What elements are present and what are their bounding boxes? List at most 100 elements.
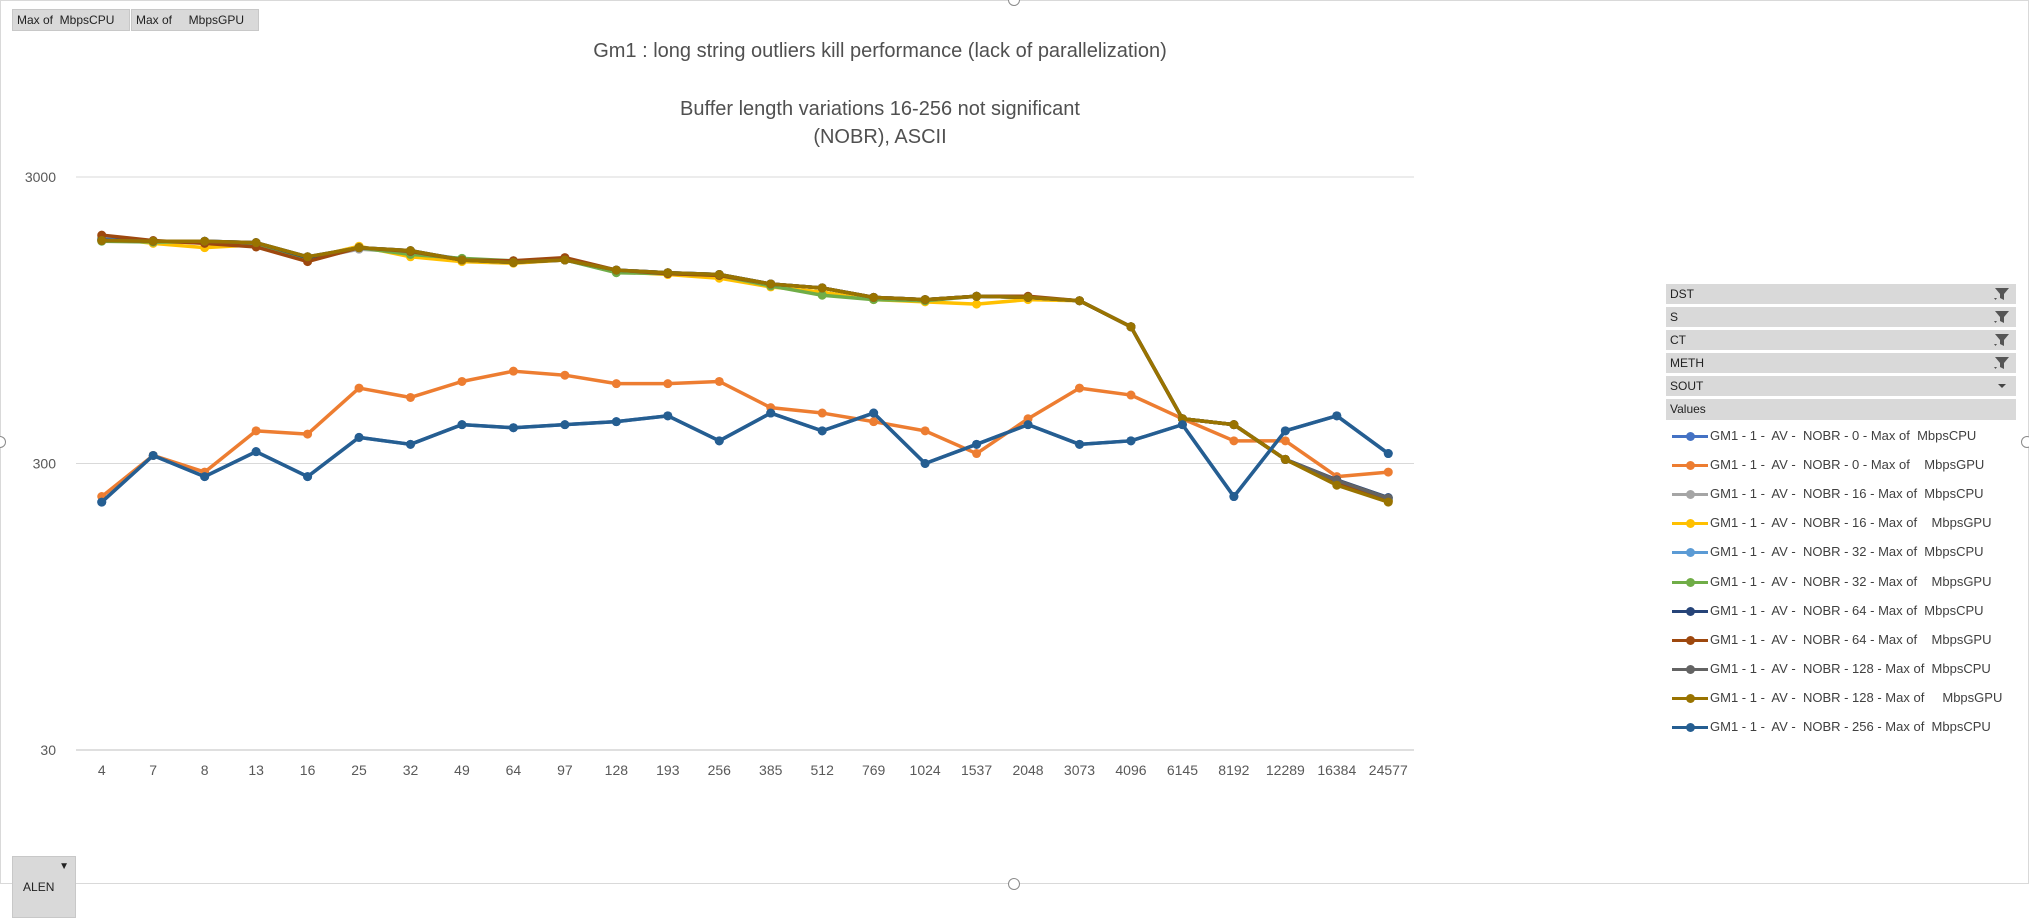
data-field-button-cpu[interactable]: Max of MbpsCPU [12,9,130,31]
filter-button-meth[interactable]: METH [1666,353,2016,374]
data-point [972,439,982,449]
legend-label: GM1 - 1 - AV - NOBR - 256 - Max of MbpsC… [1710,719,1991,734]
x-tick-label: 3073 [1064,762,1095,778]
dropdown-arrow-icon: ▼ [59,861,69,872]
data-point [714,270,724,280]
x-tick-label: 4 [98,762,106,778]
data-point [972,299,982,309]
data-point [200,236,210,246]
data-point [457,376,467,386]
resize-handle-right[interactable] [2021,436,2029,448]
x-tick-label: 13 [248,762,264,778]
legend-label: GM1 - 1 - AV - NOBR - 64 - Max of MbpsCP… [1710,602,1984,618]
legend-entry[interactable]: GM1 - 1 - AV - NOBR - 16 - Max of MbpsCP… [1672,484,2017,504]
data-point [406,439,415,449]
data-point [1332,480,1342,490]
x-tick-label: 25 [351,762,367,778]
data-point [611,265,621,275]
legend-entry[interactable]: GM1 - 1 - AV - NOBR - 64 - Max of MbpsGP… [1672,630,2017,650]
data-point [406,246,415,256]
data-point [251,238,261,248]
x-tick-label: 12289 [1266,762,1305,778]
data-point [508,366,518,376]
data-point [1383,497,1393,507]
legend-entry[interactable]: GM1 - 1 - AV - NOBR - 128 - Max of MbpsG… [1672,688,2017,708]
data-point [714,376,724,386]
x-tick-label: 16384 [1317,762,1356,778]
legend-entry[interactable]: GM1 - 1 - AV - NOBR - 0 - Max of MbpsGPU [1672,455,2017,475]
series-line-3 [99,235,1391,503]
x-tick-label: 97 [557,762,573,778]
x-tick-label: 4096 [1115,762,1146,778]
legend-label: GM1 - 1 - AV - NOBR - 128 - Max of MbpsC… [1710,660,1991,676]
x-tick-label: 128 [605,762,629,778]
filter-funnel-icon [1994,334,2009,346]
filter-label: CT [1670,333,1686,347]
legend-entry[interactable]: GM1 - 1 - AV - NOBR - 32 - Max of MbpsGP… [1672,572,2017,592]
legend-entry[interactable]: GM1 - 1 - AV - NOBR - 256 - Max of MbpsC… [1672,717,2017,737]
filter-button-s[interactable]: S [1666,307,2016,328]
legend-entry[interactable]: GM1 - 1 - AV - NOBR - 32 - Max of MbpsCP… [1672,542,2017,562]
data-point [560,255,570,265]
legend-label: GM1 - 1 - AV - NOBR - 32 - Max of MbpsGP… [1710,573,1992,589]
data-point [560,420,570,430]
legend-entry[interactable]: GM1 - 1 - AV - NOBR - 16 - Max of MbpsGP… [1672,513,2017,533]
filter-label: SOUT [1670,379,1704,393]
data-point [508,423,518,433]
legend-entry[interactable]: GM1 - 1 - AV - NOBR - 64 - Max of MbpsCP… [1672,601,2017,621]
data-point [766,408,776,418]
data-point [869,408,879,418]
data-point [817,290,827,300]
filter-funnel-icon [1994,311,2009,323]
data-point [1280,426,1290,436]
x-tick-label: 1537 [961,762,992,778]
legend-marker-icon [1686,723,1695,732]
data-point [972,449,982,459]
values-header: Values [1666,399,2016,420]
data-point [1075,296,1084,306]
x-tick-label: 385 [759,762,783,778]
data-point [920,295,930,305]
legend-marker-icon [1686,693,1695,703]
data-point [457,420,467,430]
data-point [920,426,930,436]
axis-field-button-alen[interactable]: ALEN ▼ [12,856,76,918]
data-point [1023,420,1033,430]
data-point [1332,411,1342,421]
x-tick-label: 1024 [910,762,941,778]
data-point [457,255,467,265]
legend-marker-icon [1686,664,1695,674]
data-field-button-gpu[interactable]: Max of MbpsGPU [131,9,259,31]
chart-title-line-4: (NOBR), ASCII [813,126,947,148]
legend-marker-icon [1686,490,1695,500]
series-line-4 [99,236,1391,500]
filter-label: METH [1670,356,1704,370]
chart-title-line-1: Gm1 : long string outliers kill performa… [593,40,1167,62]
data-point [1075,439,1084,449]
x-tick-label: 32 [403,762,419,778]
filter-button-ct[interactable]: CT [1666,330,2016,351]
x-tick-label: 193 [656,762,680,778]
data-point [817,283,827,293]
data-point [1280,454,1290,464]
series-line-7 [99,233,1391,503]
legend-entry[interactable]: GM1 - 1 - AV - NOBR - 128 - Max of MbpsC… [1672,659,2017,679]
filter-funnel-icon [1994,288,2009,300]
data-point [303,252,313,262]
data-point [97,236,107,246]
data-point [1229,492,1239,502]
legend-label: GM1 - 1 - AV - NOBR - 16 - Max of MbpsCP… [1710,486,1984,502]
filter-funnel-icon [1994,357,2009,369]
data-point [766,279,776,289]
y-tick-label: 3000 [25,169,56,185]
legend-label: GM1 - 1 - AV - NOBR - 0 - Max of MbpsGPU [1710,457,1985,473]
filter-button-dst[interactable]: DST [1666,284,2016,305]
data-point [354,243,364,253]
legend-entry[interactable]: GM1 - 1 - AV - NOBR - 0 - Max of MbpsCPU [1672,426,2017,446]
filter-button-sout[interactable]: SOUT [1666,376,2016,397]
data-point [354,432,364,442]
legend-marker-icon [1686,519,1695,529]
dropdown-arrow-icon [1998,384,2006,388]
x-tick-label: 49 [454,762,470,778]
data-point [303,429,313,439]
